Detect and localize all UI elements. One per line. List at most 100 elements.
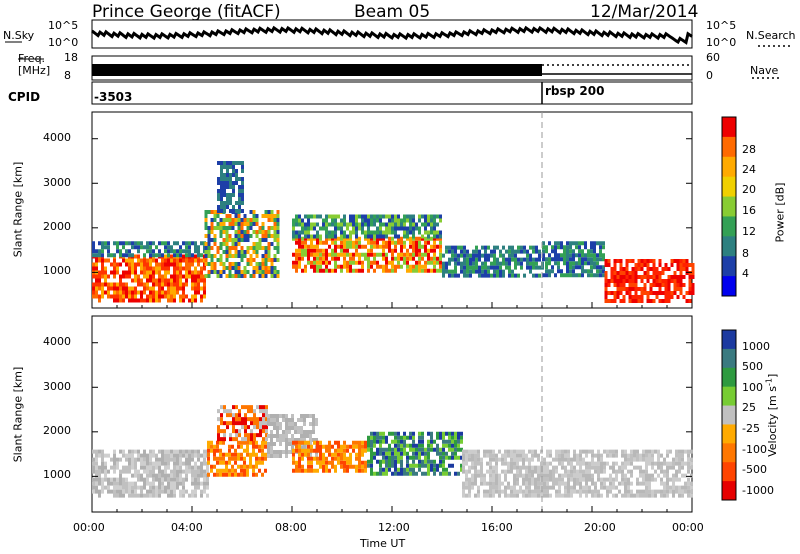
velocity-band-5-color-3 [370,431,463,476]
power-band-6-color-2 [445,245,541,278]
cpid-value-2: rbsp 200 [545,84,605,98]
power-cbar-tick-12: 12 [742,225,756,238]
power-colorbar-swatch-5 [722,216,736,237]
velocity-colorbar-swatch-4 [722,405,736,425]
velocity-band-0-color-2 [92,449,209,498]
velocity-cbar-label-sup: -1 [764,378,774,387]
freq-unit-label: [MHz] [18,64,51,77]
nsky-panel-frame [91,19,693,49]
velocity-cbar-tick-neg25: -25 [742,422,760,435]
power-colorbar-swatch-3 [722,176,736,198]
velocity-colorbar-frame [721,329,737,501]
cpid-value-1: -3503 [94,90,133,104]
velocity-cbar-tick-100: 100 [742,381,763,394]
power-band-0-color-2 [92,254,206,303]
power-colorbar-swatch-6 [722,236,736,257]
velocity-cbar-tick-25: 25 [742,401,756,414]
nsearch-tick-low: 10^0 [706,36,737,49]
xtick-2400: 00:00 [672,521,704,534]
velocity-band-2-color-1 [217,405,268,442]
velocity-band-0-color-0 [92,449,209,498]
velocity-ytick-4000: 4000 [43,335,71,348]
nsky-tick-low: 10^0 [48,36,79,49]
power-band-2-color-2 [204,210,280,278]
velocity-colorbar-swatch-1 [722,348,736,369]
nsky-series-line [91,25,693,45]
power-colorbar-frame [721,116,737,297]
velocity-band-4-color-2 [292,440,367,473]
power-band-8-color-1 [604,259,695,303]
nave-tick-low: 0 [706,69,713,82]
power-band-5-color-3 [295,214,442,239]
power-band-3-color-0 [217,161,244,213]
velocity-cbar-tick-neg1000: -1000 [742,484,774,497]
cpid-panel-frame [91,81,693,105]
velocity-cbar-label-end: ] [765,373,779,379]
power-cbar-tick-24: 24 [742,163,756,176]
power-colorbar-swatch-2 [722,156,736,178]
power-colorbar-swatch-0 [722,117,736,138]
velocity-colorbar-swatch-2 [722,367,736,388]
power-cbar-tick-8: 8 [742,247,749,260]
velocity-band-3-color-1 [267,414,318,458]
velocity-band-2-color-2 [217,405,268,442]
velocity-colorbar-swatch-6 [722,443,736,463]
power-band-0-color-3 [95,254,206,303]
velocity-ytick-3000: 3000 [43,380,71,393]
nsearch-label: N.Search [746,29,796,42]
power-ytick-4000: 4000 [43,131,71,144]
power-ytick-3000: 3000 [43,176,71,189]
freq-label: Freq. [18,52,46,65]
velocity-colorbar-swatch-5 [722,424,736,444]
velocity-band-1-color-1 [207,440,267,477]
xtick-1600: 16:00 [481,521,513,534]
velocity-colorbar-swatch-0 [722,330,736,350]
beam-title: Beam 05 [354,2,431,22]
station-title: Prince George (fitACF) [92,2,281,22]
nsky-tick-high: 10^5 [48,19,79,32]
velocity-cbar-tick-500: 500 [742,360,763,373]
power-band-4-color-2 [292,236,442,273]
velocity-band-6-color-1 [462,449,693,498]
xtick-0400: 04:00 [171,521,203,534]
nsearch-tick-high: 10^5 [706,19,737,32]
power-band-2-color-4 [204,210,280,278]
power-band-8-color-2 [604,259,692,303]
power-ytick-1000: 1000 [43,264,71,277]
velocity-band-1-color-2 [207,440,267,477]
velocity-colorbar-swatch-8 [722,481,736,501]
power-band-3-color-1 [217,161,244,213]
velocity-colorbar-swatch-3 [722,386,736,407]
nsky-label: N.Sky [3,29,35,42]
cpid-label: CPID [8,90,41,104]
power-band-2-color-0 [204,210,280,278]
freq-tick-high: 18 [64,51,78,64]
xlabel: Time UT [360,537,406,550]
xtick-1200: 12:00 [378,521,410,534]
power-cbar-tick-20: 20 [742,183,756,196]
power-ylabel: Slant Range [km] [11,161,25,258]
power-colorbar-swatch-8 [722,276,736,297]
power-band-4-color-1 [292,236,442,273]
power-band-5-color-1 [292,214,442,239]
velocity-cbar-tick-neg500: -500 [742,463,767,476]
power-band-7-color-0 [542,241,605,278]
velocity-ytick-1000: 1000 [43,468,71,481]
power-band-4-color-3 [295,236,442,273]
power-band-7-color-2 [542,241,605,278]
velocity-ylabel: Slant Range [km] [11,366,25,463]
velocity-cbar-label: Velocity [m s-1] [764,374,779,457]
velocity-band-6-color-2 [462,449,693,498]
nave-label: Nave [750,64,779,77]
velocity-band-5-color-1 [367,431,463,476]
power-colorbar-swatch-7 [722,256,736,277]
xtick-0000: 00:00 [73,521,105,534]
power-band-8-color-0 [604,259,695,303]
power-cbar-tick-28: 28 [742,143,756,156]
date-title: 12/Mar/2014 [590,2,699,22]
velocity-cbar-label-main: Velocity [m s [765,386,779,457]
power-cbar-tick-16: 16 [742,204,756,217]
power-ytick-2000: 2000 [43,220,71,233]
